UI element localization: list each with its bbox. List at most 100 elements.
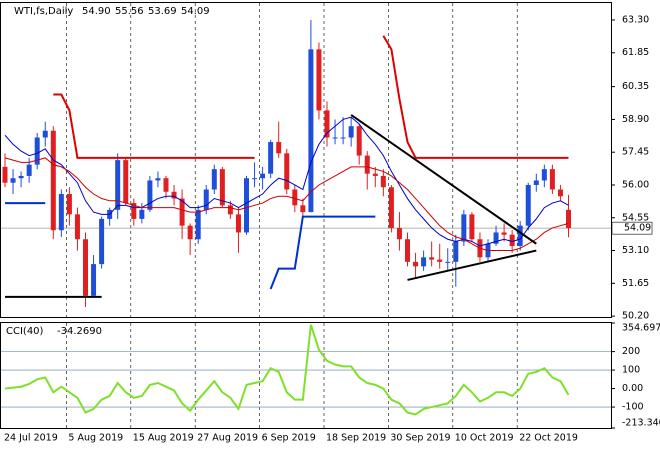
candle-body (509, 234, 515, 247)
candle-body (171, 191, 177, 199)
candle-body (195, 209, 201, 240)
candle-body (308, 49, 314, 213)
y-tick-label: 57.45 (622, 147, 649, 158)
candle-body (123, 160, 129, 204)
candle-body (316, 49, 322, 111)
candle-body (372, 173, 378, 176)
candle-body (50, 130, 56, 231)
x-tick-label: 6 Sep 2019 (262, 433, 316, 444)
candle-body (557, 189, 563, 197)
cci-title: CCI(40) (6, 326, 44, 337)
candle-body (58, 194, 64, 231)
candle-body (348, 126, 354, 138)
low-label: 53.69 (148, 6, 177, 17)
candle-body (396, 227, 402, 240)
y-tick-label: 354.6973 (622, 323, 660, 334)
candle-body (268, 142, 274, 174)
candle-body (235, 214, 241, 233)
candle-body (147, 180, 153, 210)
y-tick-label: 56.00 (622, 179, 649, 190)
candle-body (163, 178, 169, 192)
y-tick-label: 100 (622, 365, 640, 376)
candle-body (131, 203, 137, 219)
cci-value: -34.2690 (57, 326, 102, 337)
candle-body (83, 239, 88, 296)
candle-body (187, 225, 193, 240)
candle-body (155, 178, 161, 181)
indicator-line (4, 116, 569, 247)
trend-line (407, 249, 537, 281)
trend-line (350, 114, 537, 245)
candle-body (461, 214, 467, 242)
candle-body (276, 142, 282, 154)
x-tick-label: 5 Aug 2019 (68, 433, 123, 444)
y-tick-label: 63.30 (622, 14, 649, 25)
x-tick-label: 18 Sep 2019 (326, 433, 386, 444)
x-tick-label: 30 Sep 2019 (390, 433, 450, 444)
candle-body (284, 153, 290, 190)
candle-body (179, 198, 185, 226)
y-tick-label: 0.00 (622, 383, 643, 394)
candle-body (533, 180, 539, 185)
cci-panel (0, 322, 612, 429)
candle-body (421, 257, 427, 267)
y-tick-label: 200 (622, 346, 640, 357)
candle-body (437, 259, 443, 262)
candle-body (380, 175, 386, 188)
candle-body (227, 205, 233, 215)
candle-body (203, 189, 209, 210)
indicator-line (53, 35, 569, 159)
candle-body (566, 209, 571, 229)
indicator-line (4, 157, 569, 252)
candle-body (405, 239, 410, 262)
candle-body (340, 137, 346, 139)
cci-line (4, 324, 570, 416)
candle-body (66, 194, 72, 215)
candle-body (501, 232, 507, 235)
candle-body (525, 184, 531, 226)
candle-body (244, 178, 249, 233)
x-tick-label: 15 Aug 2019 (133, 433, 194, 444)
header: WTI,fs,Daily 54.90 55.56 53.69 54.09 (14, 6, 210, 17)
candle-body (260, 173, 266, 179)
y-tick-label: 53.10 (622, 245, 649, 256)
chart-title: WTI,fs,Daily (14, 6, 73, 17)
y-tick-label: 54.55 (622, 212, 649, 223)
candle-body (469, 214, 475, 240)
candle-body (18, 175, 24, 179)
candle-body (139, 209, 145, 219)
candle-body (453, 241, 459, 262)
candle-body (549, 169, 555, 190)
candle-body (219, 169, 225, 206)
price-box-label: 54.09 (624, 223, 651, 234)
y-tick-label: 60.35 (622, 81, 649, 92)
x-tick-label: 22 Oct 2019 (519, 433, 578, 444)
candle-body (91, 264, 97, 296)
candle-body (10, 178, 16, 183)
open-label: 54.90 (82, 6, 111, 17)
candle-body (493, 232, 499, 244)
candle-body (388, 187, 394, 228)
candle-body (115, 160, 121, 210)
candle-body (356, 126, 362, 156)
x-tick-label: 24 Jul 2019 (4, 433, 58, 444)
candle-body (26, 164, 32, 176)
candle-body (34, 137, 40, 165)
y-tick-label: 61.85 (622, 47, 649, 58)
price-box (611, 221, 653, 235)
y-tick-label: -100 (622, 402, 644, 413)
x-tick-label: 10 Oct 2019 (455, 433, 514, 444)
candle-body (332, 137, 338, 139)
candle-body (445, 261, 451, 263)
candle-body (2, 166, 8, 183)
x-tick-label: 27 Aug 2019 (197, 433, 258, 444)
candle-body (74, 214, 80, 240)
high-label: 55.56 (115, 6, 144, 17)
candle-body (541, 169, 547, 181)
candle-body (300, 205, 306, 213)
candle-body (413, 261, 419, 267)
candle-body (429, 257, 435, 260)
y-tick-label: 51.65 (622, 278, 649, 289)
candle-body (99, 218, 105, 265)
